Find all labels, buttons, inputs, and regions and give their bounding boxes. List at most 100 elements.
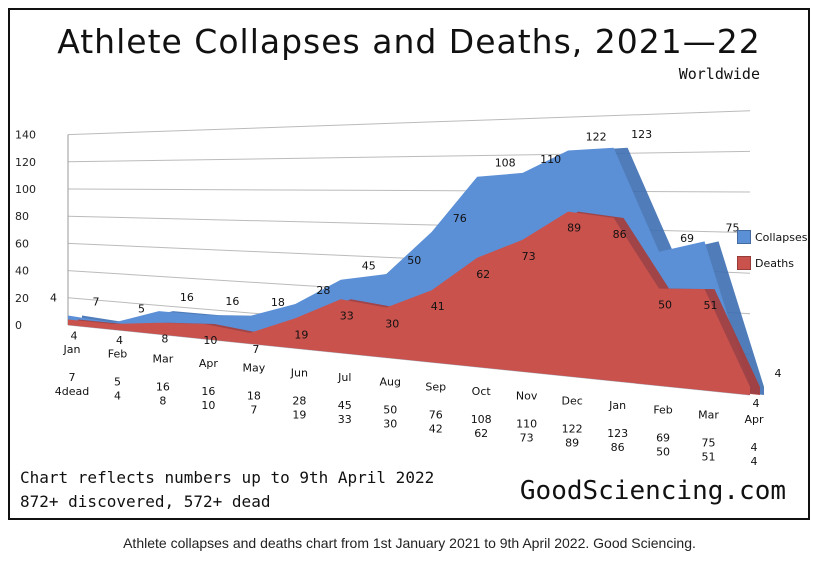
x-tick-label: May [242, 362, 265, 375]
table-collapse-value: 122 [562, 422, 583, 435]
collapse-value-label: 50 [407, 254, 421, 267]
x-tick-label: Mar [153, 352, 174, 365]
table-death-value: 86 [611, 441, 625, 454]
collapse-value-label: 16 [225, 295, 239, 308]
y-tick-label: 60 [15, 237, 29, 250]
table-collapse-value: 69 [656, 432, 670, 445]
death-value-label: 19 [294, 328, 308, 341]
x-tick-label: Jan [608, 399, 626, 412]
death-value-label: 89 [567, 222, 581, 235]
death-value-label: 4 [71, 330, 78, 343]
table-collapse-value: 4 [751, 441, 758, 454]
x-tick-label: Feb [108, 348, 127, 361]
death-value-label: 51 [704, 299, 718, 312]
table-death-value: 4dead [55, 385, 89, 398]
table-collapse-value: 75 [702, 436, 716, 449]
death-value-label: 4 [753, 397, 760, 410]
death-value-label: 10 [203, 334, 217, 347]
collapse-value-label: 108 [495, 157, 516, 170]
legend-swatch-collapses [737, 230, 751, 244]
collapse-value-label: 123 [631, 128, 652, 141]
x-tick-label: Apr [199, 357, 219, 370]
table-death-value: 89 [565, 436, 579, 449]
x-tick-label: Jun [290, 366, 308, 379]
brand-watermark: GoodSciencing.com [519, 476, 786, 506]
collapse-value-label: 69 [680, 232, 694, 245]
table-death-value: 62 [474, 427, 488, 440]
table-collapse-value: 18 [247, 390, 261, 403]
legend-label-collapses: Collapses [755, 230, 808, 244]
table-death-value: 10 [201, 399, 215, 412]
gridline [67, 188, 751, 193]
x-tick-label: Apr [744, 413, 764, 426]
collapse-value-label: 5 [138, 303, 145, 316]
table-death-value: 8 [159, 394, 166, 407]
y-tick-label: 120 [15, 156, 36, 169]
table-collapse-value: 28 [292, 394, 306, 407]
table-death-value: 7 [250, 404, 257, 417]
x-tick-label: Jul [337, 371, 351, 384]
y-tick-label: 40 [15, 265, 29, 278]
collapse-value-label: 45 [362, 260, 376, 273]
table-collapse-value: 108 [471, 413, 492, 426]
death-value-label: 33 [340, 309, 354, 322]
collapse-value-label: 16 [180, 291, 194, 304]
death-value-label: 62 [476, 268, 490, 281]
chart-title: Athlete Collapses and Deaths, 2021—22 [57, 22, 761, 61]
x-tick-label: Nov [516, 390, 538, 403]
chart-frame: 0 20 40 60 80 100 120 140 4 7 4 5 4 16 8 16 10 18 7 28 19 45 3… [8, 8, 810, 520]
collapse-value-label: 28 [316, 284, 330, 297]
collapse-value-label: 75 [726, 221, 740, 234]
legend-item-collapses: Collapses [737, 224, 807, 250]
death-value-label: 8 [161, 333, 168, 346]
legend-item-deaths: Deaths [737, 250, 807, 276]
collapse-value-label: 7 [93, 295, 100, 308]
table-death-value: 33 [338, 413, 352, 426]
legend-label-deaths: Deaths [755, 256, 794, 270]
death-value-label: 30 [385, 317, 399, 330]
gridline [67, 110, 751, 136]
table-collapse-value: 16 [201, 385, 215, 398]
table-collapse-value: 50 [383, 404, 397, 417]
table-collapse-value: 76 [429, 408, 443, 421]
y-tick-label: 80 [15, 210, 29, 223]
death-value-label: 41 [431, 300, 445, 313]
death-value-label: 50 [658, 299, 672, 312]
y-tick-label: 20 [15, 292, 29, 305]
death-value-label: 7 [252, 343, 259, 356]
x-tick-label: Sep [425, 380, 446, 393]
collapse-value-label: 4 [775, 367, 782, 380]
x-tick-label: Dec [561, 394, 582, 407]
y-tick-label: 0 [15, 319, 22, 332]
legend-swatch-deaths [737, 256, 751, 270]
table-death-value: 30 [383, 418, 397, 431]
table-collapse-value: 5 [114, 376, 121, 389]
table-death-value: 51 [702, 450, 716, 463]
chart-subtitle: Worldwide [678, 65, 760, 83]
chart-legend: Collapses Deaths [737, 224, 807, 276]
table-collapse-value: 45 [338, 399, 352, 412]
table-collapse-value: 7 [69, 371, 76, 384]
x-tick-label: Aug [380, 376, 401, 389]
table-collapse-value: 16 [156, 380, 170, 393]
collapse-value-label: 110 [540, 153, 561, 166]
chart-note-totals: 872+ discovered, 572+ dead [20, 492, 271, 511]
x-tick-label: Feb [653, 404, 672, 417]
deaths-area [68, 211, 750, 395]
collapse-value-label: 4 [50, 291, 57, 304]
chart-note-range: Chart reflects numbers up to 9th April 2… [20, 468, 435, 487]
table-death-value: 42 [429, 422, 443, 435]
death-value-label: 73 [522, 250, 536, 263]
death-value-label: 86 [613, 228, 627, 241]
table-collapse-value: 110 [516, 418, 537, 431]
collapse-value-label: 76 [453, 212, 467, 225]
death-value-label: 4 [116, 334, 123, 347]
collapse-value-label: 18 [271, 296, 285, 309]
collapse-value-label: 122 [586, 130, 607, 143]
y-tick-label: 100 [15, 183, 36, 196]
gridline [67, 150, 751, 163]
x-tick-label: Mar [698, 408, 719, 421]
table-death-value: 50 [656, 446, 670, 459]
table-death-value: 73 [520, 432, 534, 445]
